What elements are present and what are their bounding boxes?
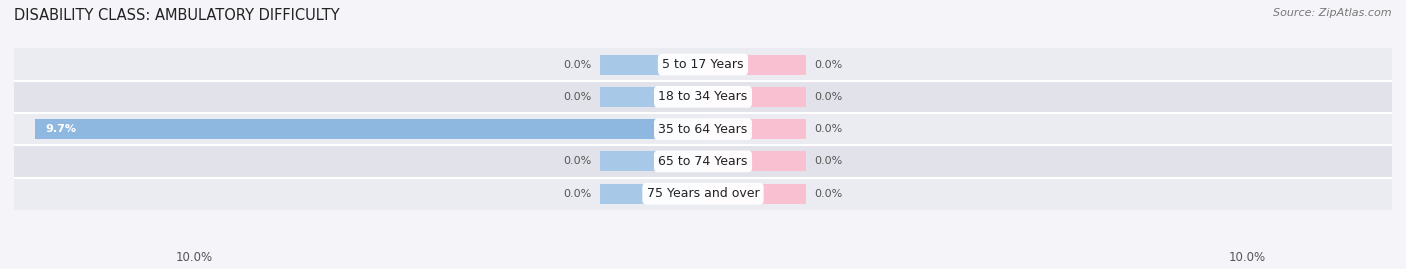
Text: 0.0%: 0.0% <box>814 59 842 70</box>
Bar <box>14 113 1392 145</box>
Text: 9.7%: 9.7% <box>45 124 76 134</box>
Bar <box>599 87 703 107</box>
Text: 18 to 34 Years: 18 to 34 Years <box>658 90 748 103</box>
Text: 35 to 64 Years: 35 to 64 Years <box>658 123 748 136</box>
Text: 0.0%: 0.0% <box>564 156 592 167</box>
Bar <box>703 184 807 204</box>
Bar <box>599 119 703 139</box>
Bar <box>599 151 703 171</box>
Text: 0.0%: 0.0% <box>814 189 842 199</box>
Bar <box>35 119 703 139</box>
Text: 0.0%: 0.0% <box>564 189 592 199</box>
Bar <box>703 119 807 139</box>
Text: 0.0%: 0.0% <box>564 59 592 70</box>
Bar <box>703 151 807 171</box>
Bar <box>599 55 703 75</box>
Text: Source: ZipAtlas.com: Source: ZipAtlas.com <box>1274 8 1392 18</box>
Bar <box>14 81 1392 113</box>
Bar <box>703 87 807 107</box>
Text: 10.0%: 10.0% <box>176 251 212 264</box>
Text: 0.0%: 0.0% <box>814 156 842 167</box>
Bar <box>599 184 703 204</box>
Text: 65 to 74 Years: 65 to 74 Years <box>658 155 748 168</box>
Text: 75 Years and over: 75 Years and over <box>647 187 759 200</box>
Bar <box>14 145 1392 178</box>
Text: 10.0%: 10.0% <box>1229 251 1265 264</box>
Bar <box>14 178 1392 210</box>
Text: 0.0%: 0.0% <box>564 92 592 102</box>
Text: 5 to 17 Years: 5 to 17 Years <box>662 58 744 71</box>
Text: 0.0%: 0.0% <box>814 92 842 102</box>
Text: 0.0%: 0.0% <box>814 124 842 134</box>
Bar <box>703 55 807 75</box>
Text: DISABILITY CLASS: AMBULATORY DIFFICULTY: DISABILITY CLASS: AMBULATORY DIFFICULTY <box>14 8 340 23</box>
Bar <box>14 48 1392 81</box>
